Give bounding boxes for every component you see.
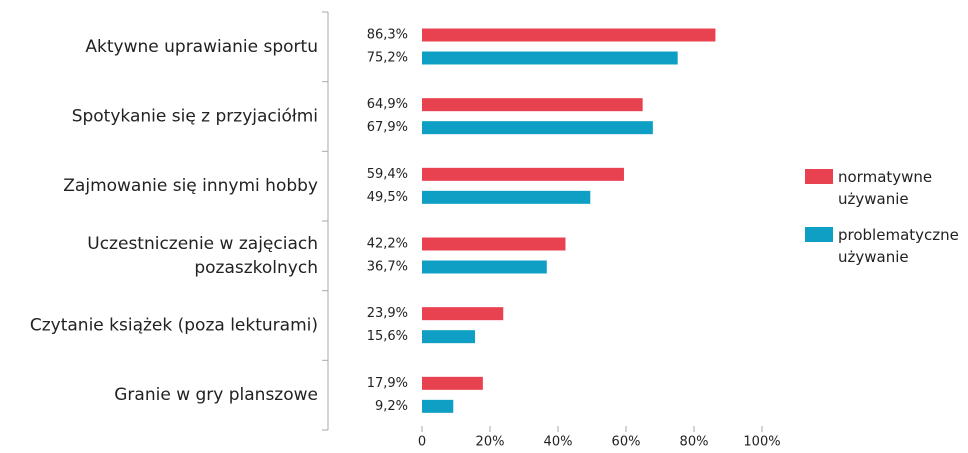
value-label: 75,2% xyxy=(367,51,408,66)
x-tick-label: 0 xyxy=(418,435,426,450)
bar xyxy=(422,237,566,251)
category-label: Granie w gry planszowe xyxy=(114,385,318,405)
category-label: Aktywne uprawianie sportu xyxy=(85,37,318,57)
category-label: Uczestniczenie w zajęciach pozaszkolnych xyxy=(87,234,318,278)
bar xyxy=(422,260,547,274)
x-tick-label: 100% xyxy=(743,435,780,450)
legend-swatch xyxy=(805,227,833,242)
x-tick-label: 20% xyxy=(476,435,505,450)
value-label: 42,2% xyxy=(367,237,408,252)
bar xyxy=(422,330,476,344)
bar xyxy=(422,399,454,413)
value-label: 23,9% xyxy=(367,306,408,321)
legend-swatch xyxy=(805,169,833,184)
value-label: 49,5% xyxy=(367,190,408,205)
value-label: 67,9% xyxy=(367,120,408,135)
value-label: 9,2% xyxy=(375,399,408,414)
value-label: 17,9% xyxy=(367,376,408,391)
bar xyxy=(422,51,678,65)
value-label: 59,4% xyxy=(367,167,408,182)
x-tick-label: 40% xyxy=(544,435,573,450)
bar xyxy=(422,167,624,181)
value-label: 86,3% xyxy=(367,28,408,43)
value-label: 15,6% xyxy=(367,329,408,344)
bar xyxy=(422,190,591,204)
bar xyxy=(422,121,653,135)
legend-label: normatywne używanie xyxy=(838,168,932,208)
bar xyxy=(422,98,643,112)
value-label: 64,9% xyxy=(367,97,408,112)
bar xyxy=(422,307,504,321)
x-tick-label: 80% xyxy=(680,435,709,450)
bar xyxy=(422,28,716,42)
category-label: Czytanie książek (poza lekturami) xyxy=(30,316,318,336)
bar xyxy=(422,376,483,390)
category-label: Zajmowanie się innymi hobby xyxy=(63,176,318,196)
legend-label: problematyczne używanie xyxy=(838,226,959,266)
x-tick-label: 60% xyxy=(612,435,641,450)
value-label: 36,7% xyxy=(367,260,408,275)
category-label: Spotykanie się z przyjaciółmi xyxy=(72,107,318,127)
